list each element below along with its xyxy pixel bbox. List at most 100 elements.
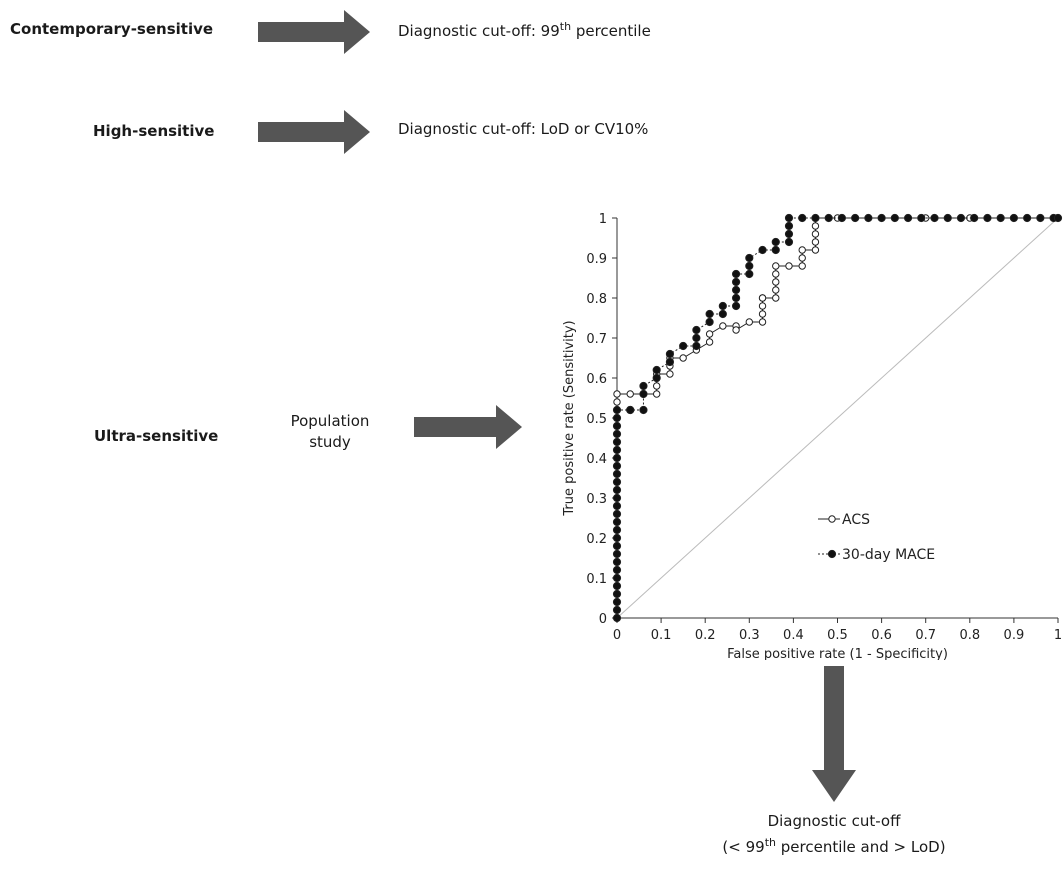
mace-data-point (784, 213, 794, 223)
y-tick-label: 0.3 (586, 492, 607, 507)
x-tick-label: 0.3 (739, 628, 760, 643)
mace-data-point (705, 309, 714, 319)
acs-data-point (772, 278, 780, 286)
acs-data-point (798, 262, 806, 270)
mace-data-point (612, 437, 622, 447)
acs-data-point (772, 262, 780, 270)
mace-data-point (612, 613, 622, 623)
roc-chart: 0 0.1 0.2 0.3 0.4 0.5 0.6 0.7 0.8 0.9 1 0 0.1 0.2 0.3 0… (562, 212, 1063, 660)
mace-data-point (771, 245, 780, 255)
mace-data-point (824, 213, 833, 223)
contemporary-cutoff-text: Diagnostic cut-off: 99th percentile (398, 20, 651, 40)
acs-data-point (719, 322, 727, 330)
acs-data-point (798, 254, 806, 262)
x-tick-label: 0.4 (783, 628, 804, 643)
mace-data-point (612, 421, 622, 431)
y-tick-label: 0 (599, 612, 607, 627)
x-axis-label: False positive rate (1 - Specificity) (727, 647, 948, 660)
bottom-cutoff-line1: Diagnostic cut-off (767, 812, 901, 830)
legend-marker (828, 515, 836, 523)
mace-data-point (612, 605, 622, 615)
bottom-cutoff-line2: (< 99th percentile and > LoD) (684, 832, 984, 858)
y-tick-label: 0.2 (586, 532, 607, 547)
mace-data-point (771, 237, 780, 247)
acs-data-point (772, 286, 780, 294)
mace-data-point (798, 213, 807, 223)
mace-data-point (612, 485, 622, 495)
mace-data-point (731, 293, 741, 303)
mace-data-point (612, 445, 622, 455)
mace-data-point (639, 405, 648, 415)
mace-data-point (811, 213, 820, 223)
y-axis-label: True positive rate (Sensitivity) (562, 320, 577, 516)
mace-data-point (612, 557, 622, 567)
mace-data-point (784, 229, 794, 239)
x-tick-label: 0.1 (651, 628, 672, 643)
mace-data-point (612, 541, 622, 551)
x-tick-label: 0.8 (959, 628, 980, 643)
mace-data-point (917, 213, 926, 223)
mace-data-point (612, 573, 622, 583)
population-study-text: Population study (270, 411, 390, 453)
contemporary-sensitive-label: Contemporary-sensitive (10, 20, 214, 38)
x-tick-label: 0.9 (1004, 628, 1025, 643)
acs-data-point (811, 222, 820, 230)
mace-data-point (665, 349, 675, 359)
acs-data-point (758, 310, 767, 318)
mace-data-point (612, 517, 622, 527)
mace-data-point (626, 405, 635, 415)
acs-data-point (758, 294, 767, 302)
mace-data-point (652, 373, 661, 383)
mace-data-point (705, 317, 714, 327)
mace-data-point (718, 309, 727, 319)
mace-data-point (612, 461, 622, 471)
mace-data-point (612, 565, 622, 575)
legend-label: ACS (842, 512, 870, 528)
acs-data-point (758, 302, 767, 310)
mace-data-point (692, 341, 701, 351)
contemporary-cutoff-prefix: Diagnostic cut-off: 99 (398, 22, 560, 40)
mace-data-point (639, 389, 648, 399)
mace-data-point (983, 213, 992, 223)
acs-data-point (811, 238, 820, 246)
legend-label: 30-day MACE (842, 547, 935, 563)
mace-data-point (718, 301, 727, 311)
mace-data-point (864, 213, 873, 223)
mace-data-point (903, 213, 913, 223)
mace-data-point (745, 253, 754, 263)
mace-data-point (1036, 213, 1045, 223)
mace-data-point (612, 477, 622, 487)
legend-marker (827, 549, 837, 559)
mace-data-point (612, 509, 622, 519)
x-tick-label: 0.2 (695, 628, 716, 643)
right-arrow-icon (258, 10, 370, 54)
bottom-cutoff-sup: th (764, 836, 776, 849)
acs-data-point (705, 330, 714, 338)
mace-data-point (745, 269, 754, 279)
acs-data-point (785, 262, 793, 270)
y-tick-label: 0.8 (586, 292, 607, 307)
diagonal-reference-line (616, 217, 1059, 619)
mace-data-point (612, 597, 622, 607)
mace-data-point (612, 469, 622, 479)
down-arrow-icon (812, 666, 856, 802)
mace-data-point (612, 501, 622, 511)
mace-data-point (612, 589, 622, 599)
mace-data-point (996, 213, 1005, 223)
mace-data-point (890, 213, 899, 223)
mace-data-point (784, 237, 794, 247)
mace-data-point (731, 269, 741, 279)
acs-data-point (772, 270, 780, 278)
x-tick-label: 0.5 (827, 628, 848, 643)
mace-data-point (1009, 213, 1018, 223)
high-sensitive-label: High-sensitive (93, 122, 215, 140)
mace-data-point (612, 429, 622, 439)
mace-data-point (956, 213, 966, 223)
acs-data-point (705, 338, 714, 346)
mace-data-point (837, 213, 847, 223)
y-tick-label: 1 (599, 212, 607, 227)
y-tick-label: 0.5 (586, 412, 607, 427)
y-tick-label: 0.9 (586, 252, 607, 267)
chart-series (612, 213, 1063, 623)
population-study-line2: study (309, 433, 351, 451)
